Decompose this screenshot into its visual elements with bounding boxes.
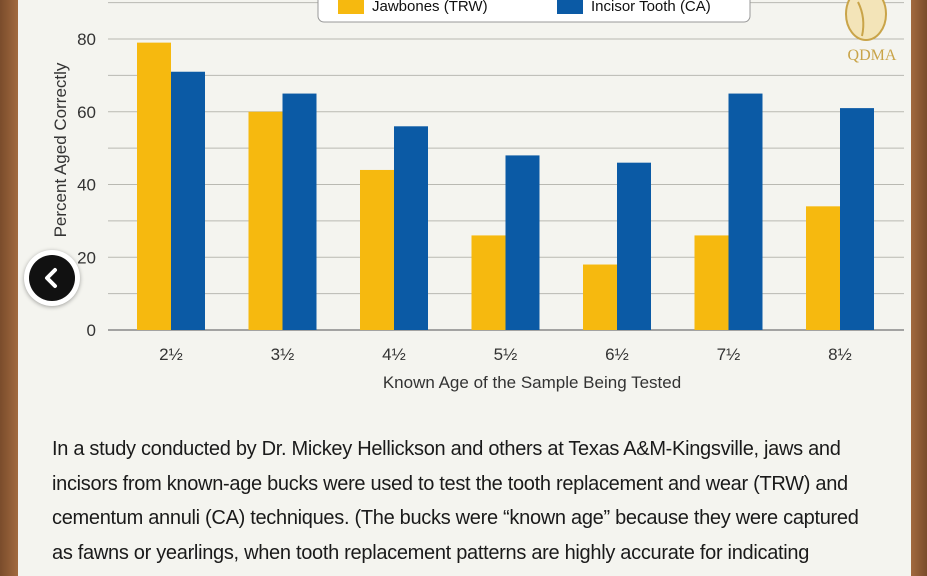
bar-incisor — [505, 155, 540, 330]
legend-label-incisor: Incisor Tooth (CA) — [591, 0, 711, 15]
chevron-left-icon — [45, 268, 57, 288]
qdma-logo: QDMA — [836, 0, 906, 66]
caption-line: In a study conducted by Dr. Mickey Helli… — [52, 438, 841, 460]
y-tick-label: 40 — [77, 176, 96, 195]
bar-incisor — [171, 71, 205, 331]
bar-jawbones — [806, 206, 840, 330]
bar-incisor — [282, 93, 317, 330]
bar-jawbones — [360, 169, 394, 330]
bars — [137, 42, 874, 331]
logo-text: QDMA — [848, 47, 897, 64]
y-tick-label: 20 — [77, 248, 96, 267]
y-tick-label: 0 — [87, 321, 96, 340]
x-tick-labels: 2½ 3½ 4½ 5½ 6½ 7½ 8½ — [159, 345, 852, 364]
legend-swatch-incisor — [557, 0, 583, 14]
x-tick-label: 2½ — [159, 345, 183, 364]
x-tick-label: 5½ — [494, 345, 518, 364]
bar-jawbones — [694, 235, 729, 330]
y-tick-labels: 0 20 40 60 80 — [77, 30, 96, 340]
legend-swatch-jawbones — [338, 0, 364, 14]
y-tick-label: 60 — [77, 103, 96, 122]
bar-jawbones — [471, 235, 506, 330]
bar-incisor — [617, 162, 651, 330]
logo-emblem-icon: QDMA — [845, 0, 897, 64]
figure-caption: In a study conducted by Dr. Mickey Helli… — [52, 432, 922, 570]
caption-line: incisors from known-age bucks were used … — [52, 472, 848, 495]
legend: Jawbones (TRW) Incisor Tooth (CA) — [317, 0, 751, 23]
legend-box — [317, 0, 751, 23]
caption-line: cementum annuli (CA) techniques. (The bu… — [52, 507, 859, 529]
legend-label-jawbones: Jawbones (TRW) — [372, 0, 488, 15]
page-panel: 0 20 40 60 80 2½ 3½ 4½ 5½ 6½ 7½ 8½ Jawbones (TRW) … — [18, 0, 911, 576]
bar-incisor — [728, 93, 763, 330]
bar-jawbones — [583, 264, 617, 330]
bar-jawbones — [137, 42, 171, 330]
x-axis-title: Known Age of the Sample Being Tested — [383, 373, 681, 392]
bar-incisor — [840, 108, 874, 330]
bar-chart: 0 20 40 60 80 2½ 3½ 4½ 5½ 6½ 7½ 8½ Jawbones (TRW) … — [48, 0, 906, 398]
frame-right — [911, 0, 927, 576]
back-button[interactable] — [24, 250, 80, 306]
caption-line: as fawns or yearlings, when tooth replac… — [52, 541, 810, 564]
chart-svg: 0 20 40 60 80 2½ 3½ 4½ 5½ 6½ 7½ 8½ Jawbones (TRW) … — [51, 0, 904, 392]
bar-jawbones — [248, 111, 283, 330]
y-tick-label: 80 — [77, 30, 96, 49]
x-tick-label: 4½ — [382, 345, 406, 364]
back-button-inner — [29, 255, 75, 301]
x-tick-label: 6½ — [605, 345, 629, 364]
x-tick-label: 8½ — [828, 345, 852, 364]
y-axis-title: Percent Aged Correctly — [51, 62, 70, 237]
bar-incisor — [394, 126, 428, 330]
frame-left — [0, 0, 18, 576]
x-tick-label: 3½ — [271, 345, 295, 364]
x-tick-label: 7½ — [717, 345, 741, 364]
